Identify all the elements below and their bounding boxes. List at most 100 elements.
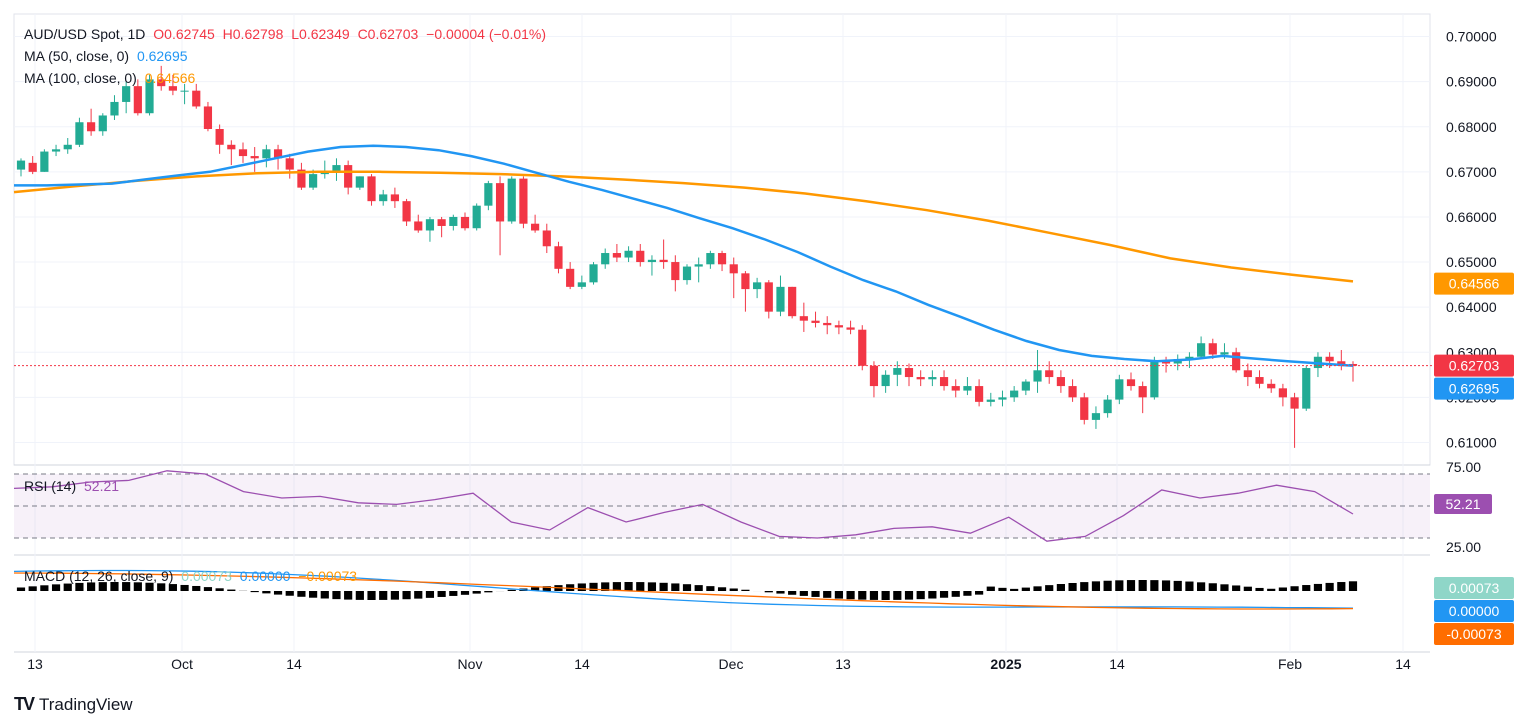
price-tick-label: 0.65000 bbox=[1446, 254, 1497, 270]
candle-body bbox=[495, 183, 505, 222]
last-price-badge bbox=[1434, 354, 1514, 377]
candle-body bbox=[963, 386, 972, 391]
macd-histogram-bar bbox=[1278, 587, 1287, 591]
macd-histogram-bar bbox=[16, 587, 26, 591]
candle-body bbox=[939, 377, 949, 387]
x-tick-label: Nov bbox=[458, 656, 483, 672]
macd-histogram-bar bbox=[262, 591, 271, 594]
macd-histogram-bar bbox=[1103, 580, 1112, 591]
candle-body bbox=[309, 174, 318, 188]
x-tick-label: 13 bbox=[835, 656, 851, 672]
candle-body bbox=[975, 386, 984, 402]
candle-body bbox=[799, 316, 808, 321]
x-tick-label: Feb bbox=[1278, 656, 1302, 672]
candle-body bbox=[122, 86, 131, 102]
candle-body bbox=[1325, 356, 1334, 362]
candle-body bbox=[1045, 370, 1054, 378]
candle-body bbox=[624, 250, 633, 258]
macd-histogram-bar bbox=[133, 582, 142, 591]
macd-histogram-bar bbox=[75, 582, 84, 591]
candle-body bbox=[1068, 386, 1077, 398]
macd-histogram-bar bbox=[811, 591, 820, 597]
macd-histogram-bar bbox=[776, 591, 785, 594]
macd-histogram-bar bbox=[764, 591, 773, 593]
candle-body bbox=[601, 253, 610, 265]
candle-body bbox=[63, 144, 72, 150]
candle-body bbox=[215, 129, 224, 145]
x-tick-label: 2025 bbox=[990, 656, 1021, 672]
candle-body bbox=[1033, 370, 1042, 382]
price-tick-label: 0.66000 bbox=[1446, 209, 1497, 225]
candle-body bbox=[437, 219, 446, 226]
change-value: −0.00004 (−0.01%) bbox=[426, 26, 547, 42]
macd-histogram-bar bbox=[1056, 584, 1065, 591]
legend-ohlc: AUD/USD Spot, 1D O0.62745 H0.62798 L0.62… bbox=[24, 26, 550, 42]
macd-signal-line bbox=[13, 572, 1354, 610]
last-price-badge-text: 0.62703 bbox=[1449, 358, 1500, 374]
candle-body bbox=[355, 176, 364, 188]
candle-body bbox=[390, 194, 399, 202]
candle-body bbox=[402, 201, 411, 222]
candle-body bbox=[203, 106, 213, 130]
macd-histogram-bar bbox=[1197, 582, 1206, 591]
candle-body bbox=[1080, 397, 1089, 420]
candle-body bbox=[472, 205, 481, 229]
macd-histogram-bar bbox=[741, 589, 750, 591]
macd-histogram-bar bbox=[63, 583, 72, 591]
legend-ma100: MA (100, close, 0) 0.64566 bbox=[24, 70, 199, 86]
candle-body bbox=[869, 365, 879, 387]
macd-histogram-bar bbox=[1313, 583, 1323, 591]
candle-body bbox=[192, 90, 201, 107]
macd-histogram-bar bbox=[788, 591, 797, 595]
legend-ma50: MA (50, close, 0) 0.62695 bbox=[24, 48, 192, 64]
ma100-badge bbox=[1434, 272, 1514, 295]
macd-histogram-bar bbox=[449, 591, 458, 596]
macd-histogram-bar bbox=[250, 591, 259, 593]
macd-histogram-bar bbox=[180, 584, 189, 591]
macd-histogram-bar bbox=[110, 582, 119, 591]
price-tick-label: 0.61000 bbox=[1446, 434, 1497, 450]
candle-body bbox=[250, 156, 259, 159]
high-value: H0.62798 bbox=[222, 26, 284, 42]
candle-body bbox=[379, 194, 388, 202]
macd-histogram-bar bbox=[40, 585, 49, 591]
ma100-label: MA (100, close, 0) bbox=[24, 70, 137, 86]
macd-line bbox=[13, 569, 1354, 609]
candle-body bbox=[764, 282, 773, 312]
x-tick-label: Oct bbox=[171, 656, 193, 672]
macd-histogram-bar bbox=[1021, 587, 1030, 591]
candle-body bbox=[951, 386, 960, 391]
macd-histogram-bar bbox=[344, 591, 353, 600]
candle-body bbox=[694, 264, 703, 267]
close-value: C0.62703 bbox=[357, 26, 419, 42]
macd-histogram-bar bbox=[1010, 588, 1019, 591]
macd-histogram-bar bbox=[846, 591, 855, 600]
candle-body bbox=[928, 377, 937, 380]
candle-body bbox=[1220, 352, 1229, 355]
macd-histogram-bar bbox=[273, 591, 283, 595]
macd-histogram-bar bbox=[309, 591, 318, 598]
macd-histogram-bar bbox=[636, 582, 645, 591]
candle-body bbox=[542, 230, 551, 247]
macd-histogram-bar bbox=[916, 591, 925, 600]
macd-histogram-bar bbox=[1091, 581, 1101, 591]
macd-histogram-bar bbox=[729, 588, 738, 591]
macd-histogram-bar bbox=[192, 585, 201, 591]
low-value: L0.62349 bbox=[291, 26, 350, 42]
candle-body bbox=[460, 216, 470, 229]
macd-histogram-bar bbox=[612, 582, 621, 591]
candle-body bbox=[1115, 379, 1124, 400]
legend-rsi: RSI (14) 52.21 bbox=[24, 478, 123, 494]
macd-histogram-bar bbox=[1185, 581, 1194, 591]
candle-body bbox=[367, 176, 376, 202]
candle-body bbox=[1278, 388, 1287, 398]
legend-macd: MA​CD (12, 26, close, 9) 0.00073 0.00000… bbox=[24, 568, 361, 584]
macd-histogram-bar bbox=[647, 582, 657, 591]
candle-body bbox=[1126, 379, 1136, 387]
tradingview-brand: TradingView bbox=[39, 694, 133, 714]
candle-body bbox=[834, 325, 843, 328]
macd-histogram-bar bbox=[1220, 584, 1229, 591]
tradingview-footer: TV TradingView bbox=[14, 694, 133, 715]
x-tick-label: Dec bbox=[719, 656, 744, 672]
x-tick-label: 14 bbox=[1109, 656, 1125, 672]
